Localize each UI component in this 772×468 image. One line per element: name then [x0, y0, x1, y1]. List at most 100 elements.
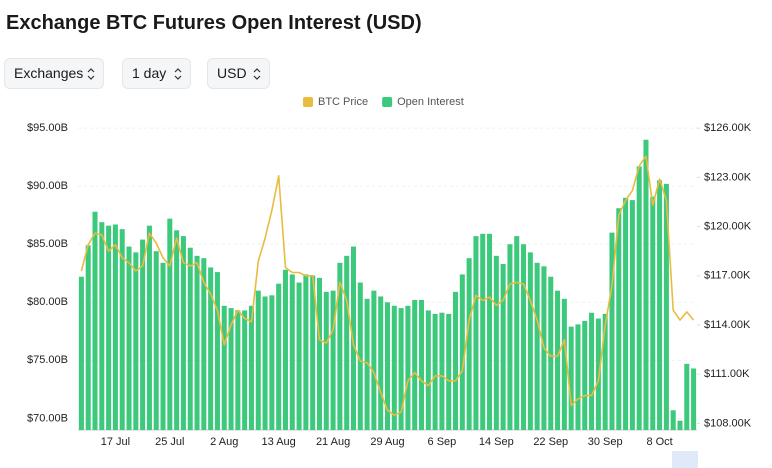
- interval-select[interactable]: 1 day: [122, 58, 191, 89]
- bar: [201, 258, 207, 430]
- scroll-handle[interactable]: [672, 451, 698, 468]
- y2-tick-label: $108.00K: [704, 417, 752, 429]
- bar: [616, 208, 622, 430]
- bar: [153, 251, 159, 430]
- select-arrows: [253, 68, 261, 80]
- bar: [350, 246, 357, 430]
- bar: [269, 295, 275, 430]
- bar: [296, 282, 302, 430]
- x-tick-label: 17 Jul: [101, 436, 130, 448]
- bar: [595, 318, 601, 430]
- bar: [623, 197, 629, 430]
- bar: [330, 290, 336, 430]
- bar: [248, 305, 254, 430]
- x-tick-label: 14 Sep: [479, 436, 514, 448]
- bar: [650, 196, 656, 430]
- bar: [384, 302, 391, 430]
- bar: [439, 312, 445, 430]
- y2-tick-label: $114.00K: [704, 319, 751, 331]
- bar: [99, 222, 105, 430]
- bar: [405, 305, 411, 430]
- x-tick-label: 21 Aug: [316, 436, 350, 448]
- bar: [507, 244, 513, 430]
- bar: [112, 224, 118, 430]
- x-tick-label: 30 Sep: [588, 436, 623, 448]
- bar: [276, 283, 282, 430]
- bar: [677, 420, 683, 430]
- bar: [78, 276, 84, 430]
- x-tick-label: 29 Aug: [370, 436, 404, 448]
- bar: [582, 320, 588, 430]
- bar: [282, 269, 288, 430]
- legend-swatch: [382, 97, 393, 107]
- bar: [133, 252, 139, 430]
- bar: [575, 324, 581, 430]
- bar: [235, 310, 241, 430]
- bar: [208, 267, 214, 430]
- bar: [548, 276, 554, 430]
- select-label: USD: [217, 65, 247, 81]
- bar: [371, 290, 377, 430]
- bar: [643, 139, 649, 430]
- select-arrows: [174, 68, 182, 80]
- bar: [453, 291, 459, 430]
- bar: [670, 410, 676, 430]
- y2-tick-label: $117.00K: [704, 270, 751, 282]
- bar: [303, 274, 309, 430]
- bar: [663, 183, 669, 430]
- bar: [364, 298, 370, 430]
- bar: [589, 312, 595, 430]
- bar: [378, 296, 384, 430]
- bar: [684, 363, 690, 430]
- bar: [691, 368, 697, 430]
- bar: [555, 290, 561, 430]
- legend-label: Open Interest: [397, 96, 464, 108]
- bar: [609, 232, 615, 430]
- bar: [146, 225, 152, 430]
- bar: [344, 255, 350, 430]
- bar: [323, 291, 329, 430]
- bar: [500, 263, 506, 430]
- bar: [167, 218, 173, 430]
- bar: [194, 255, 200, 430]
- page-title: Exchange BTC Futures Open Interest (USD): [6, 12, 422, 34]
- bar: [459, 274, 465, 430]
- bar: [657, 180, 663, 430]
- bar: [174, 230, 180, 430]
- bar: [432, 313, 438, 430]
- bar: [126, 246, 132, 430]
- y2-tick-label: $123.00K: [704, 171, 752, 183]
- x-tick-label: 6 Sep: [428, 436, 457, 448]
- bar: [262, 296, 268, 430]
- bar: [493, 255, 499, 430]
- y-tick-label: $90.00B: [27, 180, 68, 192]
- bar: [487, 233, 493, 430]
- price-line: [80, 155, 695, 416]
- bar: [629, 200, 635, 430]
- y2-tick-label: $126.00K: [704, 122, 752, 134]
- bar: [119, 229, 125, 430]
- y-tick-label: $95.00B: [27, 122, 68, 134]
- bar: [412, 299, 418, 430]
- exchange-select[interactable]: Exchanges: [4, 58, 104, 89]
- bar: [521, 244, 527, 430]
- select-label: Exchanges: [14, 65, 84, 81]
- bar: [357, 282, 363, 430]
- bar: [221, 305, 227, 430]
- bar: [418, 299, 425, 430]
- bar: [106, 225, 112, 430]
- bar: [228, 308, 234, 430]
- y-tick-label: $70.00B: [27, 412, 68, 424]
- x-tick-label: 2 Aug: [210, 436, 238, 448]
- bar: [316, 277, 322, 430]
- bar: [180, 236, 186, 430]
- select-arrows: [87, 68, 95, 80]
- y-tick-label: $85.00B: [27, 238, 68, 250]
- bar: [160, 262, 166, 430]
- x-tick-label: 8 Oct: [646, 436, 672, 448]
- bar: [187, 247, 193, 430]
- currency-select[interactable]: USD: [207, 58, 270, 89]
- bar: [391, 305, 397, 430]
